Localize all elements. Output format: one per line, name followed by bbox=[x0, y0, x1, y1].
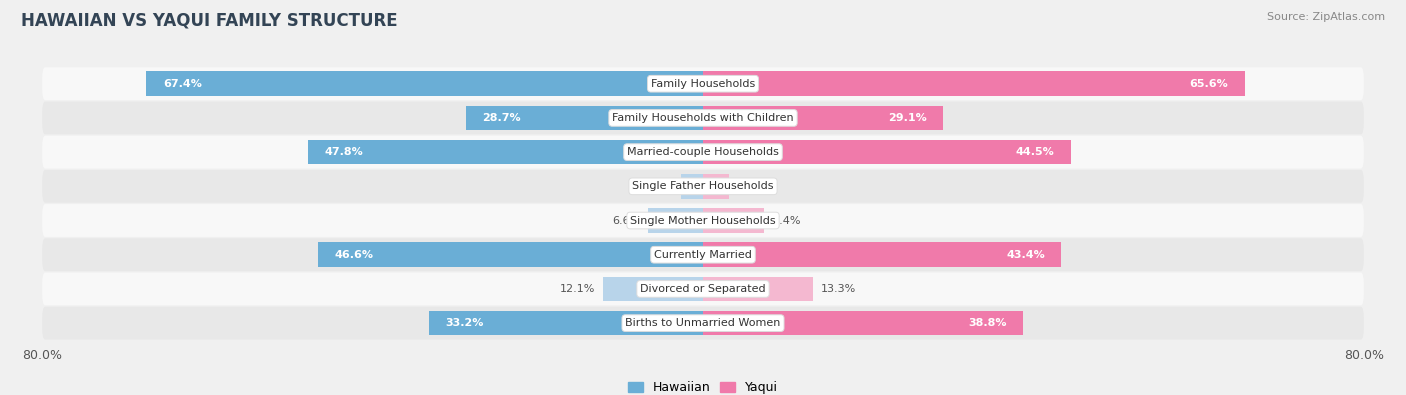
Text: 38.8%: 38.8% bbox=[969, 318, 1007, 328]
Text: 46.6%: 46.6% bbox=[335, 250, 374, 260]
Bar bbox=[146, 71, 703, 96]
Bar bbox=[703, 174, 730, 199]
FancyBboxPatch shape bbox=[42, 67, 1364, 100]
Bar bbox=[318, 243, 703, 267]
Text: 33.2%: 33.2% bbox=[446, 318, 484, 328]
Text: HAWAIIAN VS YAQUI FAMILY STRUCTURE: HAWAIIAN VS YAQUI FAMILY STRUCTURE bbox=[21, 12, 398, 30]
FancyBboxPatch shape bbox=[42, 307, 1364, 340]
FancyBboxPatch shape bbox=[42, 238, 1364, 271]
Text: Family Households with Children: Family Households with Children bbox=[612, 113, 794, 123]
Text: 2.7%: 2.7% bbox=[644, 181, 672, 191]
Text: 3.2%: 3.2% bbox=[738, 181, 766, 191]
Bar bbox=[681, 174, 703, 199]
Bar bbox=[703, 208, 763, 233]
Bar bbox=[429, 311, 703, 335]
Bar bbox=[703, 311, 1024, 335]
Text: Married-couple Households: Married-couple Households bbox=[627, 147, 779, 157]
Text: Single Mother Households: Single Mother Households bbox=[630, 216, 776, 226]
Text: 12.1%: 12.1% bbox=[560, 284, 595, 294]
Bar bbox=[703, 140, 1070, 164]
Text: Births to Unmarried Women: Births to Unmarried Women bbox=[626, 318, 780, 328]
FancyBboxPatch shape bbox=[42, 136, 1364, 169]
Text: 44.5%: 44.5% bbox=[1015, 147, 1054, 157]
FancyBboxPatch shape bbox=[42, 204, 1364, 237]
Bar bbox=[703, 71, 1244, 96]
Text: Source: ZipAtlas.com: Source: ZipAtlas.com bbox=[1267, 12, 1385, 22]
Text: Divorced or Separated: Divorced or Separated bbox=[640, 284, 766, 294]
Text: 43.4%: 43.4% bbox=[1007, 250, 1045, 260]
Text: 65.6%: 65.6% bbox=[1189, 79, 1229, 89]
Text: Currently Married: Currently Married bbox=[654, 250, 752, 260]
Text: 28.7%: 28.7% bbox=[482, 113, 522, 123]
FancyBboxPatch shape bbox=[42, 170, 1364, 203]
FancyBboxPatch shape bbox=[42, 273, 1364, 305]
Bar bbox=[703, 243, 1062, 267]
Text: 47.8%: 47.8% bbox=[325, 147, 363, 157]
Text: 6.6%: 6.6% bbox=[612, 216, 640, 226]
Bar bbox=[703, 105, 943, 130]
Bar bbox=[465, 105, 703, 130]
Text: Single Father Households: Single Father Households bbox=[633, 181, 773, 191]
Text: 7.4%: 7.4% bbox=[772, 216, 801, 226]
Bar bbox=[703, 276, 813, 301]
Text: 13.3%: 13.3% bbox=[821, 284, 856, 294]
FancyBboxPatch shape bbox=[42, 102, 1364, 134]
Legend: Hawaiian, Yaqui: Hawaiian, Yaqui bbox=[623, 376, 783, 395]
Text: 29.1%: 29.1% bbox=[889, 113, 927, 123]
Bar bbox=[603, 276, 703, 301]
Bar bbox=[308, 140, 703, 164]
Text: 67.4%: 67.4% bbox=[163, 79, 201, 89]
Text: Family Households: Family Households bbox=[651, 79, 755, 89]
Bar bbox=[648, 208, 703, 233]
